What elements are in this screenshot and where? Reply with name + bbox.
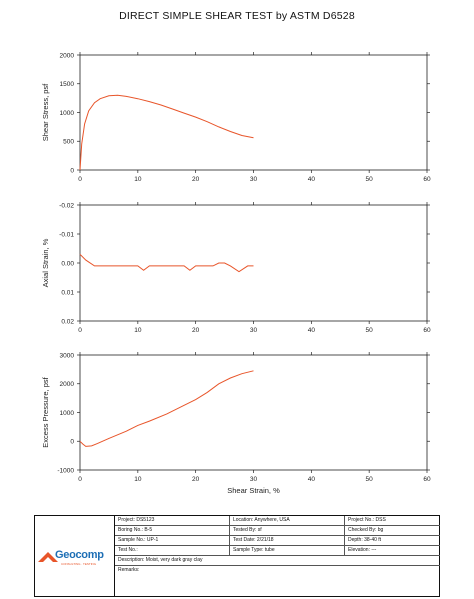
info-row: Remarks: bbox=[115, 566, 440, 576]
y-tick-label: 0.01 bbox=[61, 289, 74, 296]
x-tick-label: 40 bbox=[308, 176, 316, 183]
y-axis-label: Excess Pressure, psf bbox=[41, 376, 50, 447]
company-logo: Geocomp CONSULTING · TESTING bbox=[35, 516, 115, 596]
x-tick-label: 0 bbox=[78, 176, 82, 183]
y-tick-label: 2000 bbox=[60, 381, 75, 388]
logo-text: Geocomp bbox=[55, 549, 104, 561]
series-line bbox=[79, 253, 254, 273]
checked-by-cell: Checked By: bg bbox=[348, 527, 384, 533]
y-tick-label: 1000 bbox=[60, 110, 75, 117]
x-tick-label: 10 bbox=[134, 476, 142, 483]
y-tick-label: 0 bbox=[70, 167, 74, 174]
x-tick-label: 50 bbox=[366, 476, 374, 483]
y-tick-label: 1000 bbox=[60, 410, 75, 417]
x-tick-label: 30 bbox=[250, 476, 258, 483]
sample-type-cell: Sample Type: tube bbox=[230, 546, 345, 555]
depth-cell: Depth: 38-40 ft bbox=[348, 537, 382, 543]
project-no-cell: Project No.: DSS bbox=[348, 517, 386, 523]
info-row: Project: DS5123 Location: Anywhere, USA … bbox=[115, 516, 440, 526]
plot-frame bbox=[79, 54, 428, 171]
x-tick-label: 20 bbox=[192, 327, 200, 334]
location-cell: Location: Anywhere, USA bbox=[230, 516, 345, 525]
info-grid: Project: DS5123 Location: Anywhere, USA … bbox=[115, 516, 440, 576]
logo-tagline: CONSULTING · TESTING bbox=[61, 562, 97, 566]
x-tick-label: 0 bbox=[78, 327, 82, 334]
logo-mark-icon bbox=[38, 552, 58, 562]
plot-frame bbox=[79, 354, 428, 471]
x-axis-label: Shear Strain, % bbox=[227, 486, 280, 495]
remarks-cell: Remarks: bbox=[118, 567, 140, 573]
test-no-cell: Test No.: bbox=[115, 546, 230, 555]
y-tick-label: 0.02 bbox=[61, 318, 74, 325]
x-tick-label: 10 bbox=[134, 176, 142, 183]
y-axis-label: Axial Strain, % bbox=[41, 238, 50, 287]
info-row: Boring No.: B-5 Tested By: sf Checked By… bbox=[115, 526, 440, 536]
test-date-cell: Test Date: 2/21/18 bbox=[230, 536, 345, 545]
plot-frame bbox=[79, 204, 428, 322]
x-tick-label: 30 bbox=[250, 327, 258, 334]
info-row: Description: Moist, very dark gray clay bbox=[115, 556, 440, 566]
tested-by-cell: Tested By: sf bbox=[230, 526, 345, 535]
x-tick-label: 0 bbox=[78, 476, 82, 483]
x-tick-label: 60 bbox=[423, 327, 431, 334]
y-tick-label: 0 bbox=[70, 439, 74, 446]
y-tick-label: 500 bbox=[63, 139, 74, 146]
x-tick-label: 30 bbox=[250, 176, 258, 183]
y-tick-label: -0.02 bbox=[59, 202, 74, 209]
project-cell: Project: DS5123 bbox=[115, 516, 230, 525]
chart-title: DIRECT SIMPLE SHEAR TEST by ASTM D6528 bbox=[119, 10, 355, 22]
y-axis-label: Shear Stress, psf bbox=[41, 83, 50, 141]
x-tick-label: 40 bbox=[308, 476, 316, 483]
x-tick-label: 60 bbox=[423, 176, 431, 183]
x-tick-label: 40 bbox=[308, 327, 316, 334]
x-tick-label: 60 bbox=[423, 476, 431, 483]
x-tick-label: 20 bbox=[192, 176, 200, 183]
y-tick-label: 0.00 bbox=[61, 260, 74, 267]
description-cell: Description: Moist, very dark gray clay bbox=[118, 557, 203, 563]
boring-cell: Boring No.: B-5 bbox=[115, 526, 230, 535]
y-tick-label: 2000 bbox=[60, 52, 75, 59]
sample-cell: Sample No.: UP-1 bbox=[115, 536, 230, 545]
y-tick-label: -0.01 bbox=[59, 231, 74, 238]
info-block: Geocomp CONSULTING · TESTING Project: DS… bbox=[34, 515, 440, 597]
info-row: Sample No.: UP-1 Test Date: 2/21/18 Dept… bbox=[115, 536, 440, 546]
y-tick-label: -1000 bbox=[57, 467, 74, 474]
x-tick-label: 50 bbox=[366, 327, 374, 334]
x-tick-label: 50 bbox=[366, 176, 374, 183]
x-tick-label: 20 bbox=[192, 476, 200, 483]
series-line bbox=[79, 94, 254, 171]
y-tick-label: 3000 bbox=[60, 352, 75, 359]
series-line bbox=[79, 370, 254, 447]
y-tick-label: 1500 bbox=[60, 81, 75, 88]
elevation-cell: Elevation: --- bbox=[348, 547, 377, 553]
x-tick-label: 10 bbox=[134, 327, 142, 334]
info-row: Test No.: Sample Type: tube Elevation: -… bbox=[115, 546, 440, 556]
